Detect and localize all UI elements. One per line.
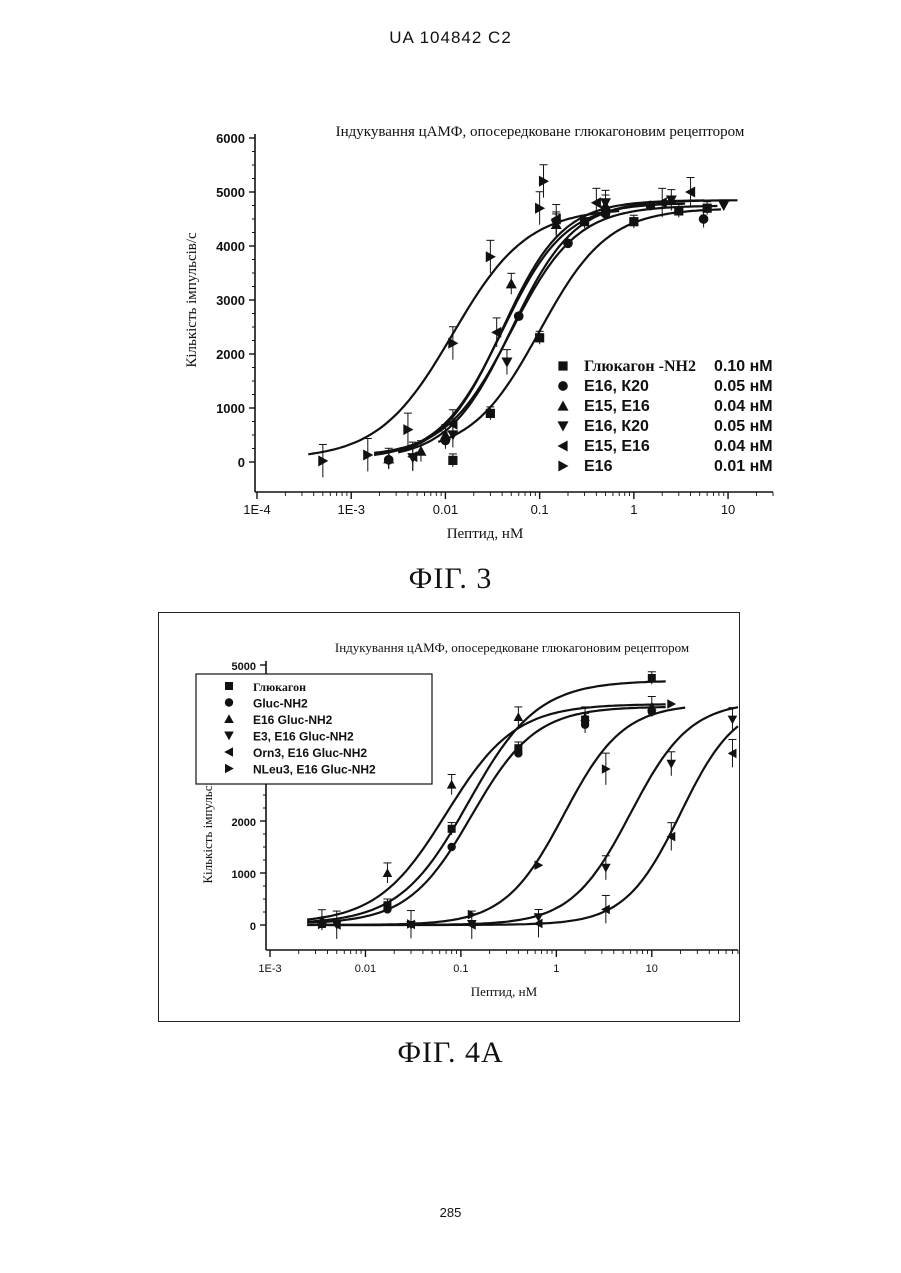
series-1 (438, 202, 721, 467)
x-tick-label: 10 (646, 963, 658, 975)
legend-marker (225, 682, 233, 690)
legend-ec50: 0.10 нМ (714, 358, 773, 375)
legend-label: Е16 Gluc-NH2 (253, 713, 333, 727)
data-point (514, 749, 522, 757)
legend-label: Orn3, Е16 Gluc-NH2 (253, 746, 367, 760)
data-point (728, 716, 738, 725)
data-point (486, 409, 495, 418)
legend-ec50: 0.05 нМ (714, 418, 773, 435)
legend-ec50: 0.05 нМ (714, 378, 773, 395)
x-axis-label: Пептид, нМ (471, 984, 538, 999)
legend-label: Е15, Е16 (584, 398, 650, 415)
data-point (629, 217, 638, 226)
series-5 (398, 178, 704, 472)
page-number: 285 (0, 1205, 901, 1220)
figure-caption-3: ФІГ. 3 (0, 562, 901, 596)
data-point (383, 868, 393, 877)
legend-marker (557, 440, 567, 451)
data-point (447, 780, 457, 789)
y-tick-label: 3000 (216, 293, 245, 308)
legend-label: Е16 (584, 458, 613, 475)
y-tick-label: 0 (250, 921, 256, 933)
data-point (514, 712, 524, 721)
x-tick-label: 0.01 (433, 502, 458, 517)
chart-title: Індукування цАМФ, опосередковане глюкаго… (336, 124, 745, 140)
legend-label: Gluc-NH2 (253, 697, 308, 711)
legend-label: Е3, Е16 Gluc-NH2 (253, 730, 354, 744)
x-tick-label: 0.1 (531, 502, 549, 517)
chart-fig3: Індукування цАМФ, опосередковане глюкаго… (0, 110, 901, 550)
chart-title: Індукування цАМФ, опосередковане глюкаго… (335, 640, 689, 655)
legend-ec50: 0.04 нМ (714, 398, 773, 415)
legend-label: Е15, Е16 (584, 438, 650, 455)
x-tick-label: 1 (553, 963, 559, 975)
x-tick-label: 0.01 (355, 963, 376, 975)
legend-marker (558, 361, 567, 370)
legend-marker (558, 381, 568, 391)
y-tick-label: 1000 (216, 401, 245, 416)
x-tick-label: 1 (630, 502, 637, 517)
y-tick-label: 5000 (216, 185, 245, 200)
legend-marker (557, 421, 568, 431)
data-point (535, 333, 544, 342)
legend-label: Глюкагон (253, 680, 306, 694)
series-curve (438, 209, 721, 442)
legend: Глюкагон -NH2 0.10 нМ Е16, К20 0.05 нМ Е15, … (557, 358, 772, 475)
data-point (648, 674, 656, 682)
x-tick-label: 1E-3 (337, 502, 364, 517)
data-point (448, 825, 456, 833)
y-axis-label: Кількість імпульсів/с (184, 232, 200, 368)
legend: Глюкагон Gluc-NH2 Е16 Gluc-NH2 Е3, Е16 Gluc… (196, 674, 432, 784)
data-point (506, 278, 517, 288)
y-tick-label: 0 (238, 455, 245, 470)
legend-ec50: 0.01 нМ (714, 458, 773, 475)
data-point (699, 214, 709, 224)
y-tick-label: 1000 (232, 869, 256, 881)
legend-label: Е16, К20 (584, 378, 649, 395)
chart-fig4a: Індукування цАМФ, опосередковане глюкаго… (0, 610, 901, 1010)
series-curve (398, 200, 704, 451)
y-tick-label: 6000 (216, 131, 245, 146)
y-tick-label: 5000 (232, 661, 256, 673)
data-point (448, 456, 457, 465)
series-curve (374, 206, 717, 453)
data-point (666, 760, 676, 769)
legend-label: Е16, К20 (584, 418, 649, 435)
legend-label: Глюкагон -NH2 (584, 358, 696, 375)
data-point (383, 905, 391, 913)
legend-marker (558, 460, 568, 471)
x-tick-label: 1E-4 (243, 502, 270, 517)
series-2 (374, 201, 717, 469)
data-point (534, 860, 543, 870)
y-tick-label: 4000 (216, 239, 245, 254)
data-point (667, 699, 676, 709)
data-point (647, 702, 657, 711)
x-tick-label: 10 (721, 502, 735, 517)
figure-caption-4a: ФІГ. 4А (0, 1036, 901, 1070)
x-tick-label: 1E-3 (258, 963, 281, 975)
x-tick-label: 0.1 (453, 963, 468, 975)
data-point (447, 843, 455, 851)
x-axis-label: Пептид, нМ (447, 526, 524, 542)
legend-marker (225, 698, 233, 706)
data-point (501, 358, 512, 368)
y-tick-label: 2000 (232, 817, 256, 829)
y-tick-label: 2000 (216, 347, 245, 362)
legend-ec50: 0.04 нМ (714, 438, 773, 455)
document-header: UA 104842 C2 (0, 28, 901, 48)
legend-marker (557, 400, 568, 410)
data-point (601, 864, 611, 873)
legend-label: NLeu3, Е16 Gluc-NH2 (253, 763, 376, 777)
series-curve (308, 211, 619, 454)
